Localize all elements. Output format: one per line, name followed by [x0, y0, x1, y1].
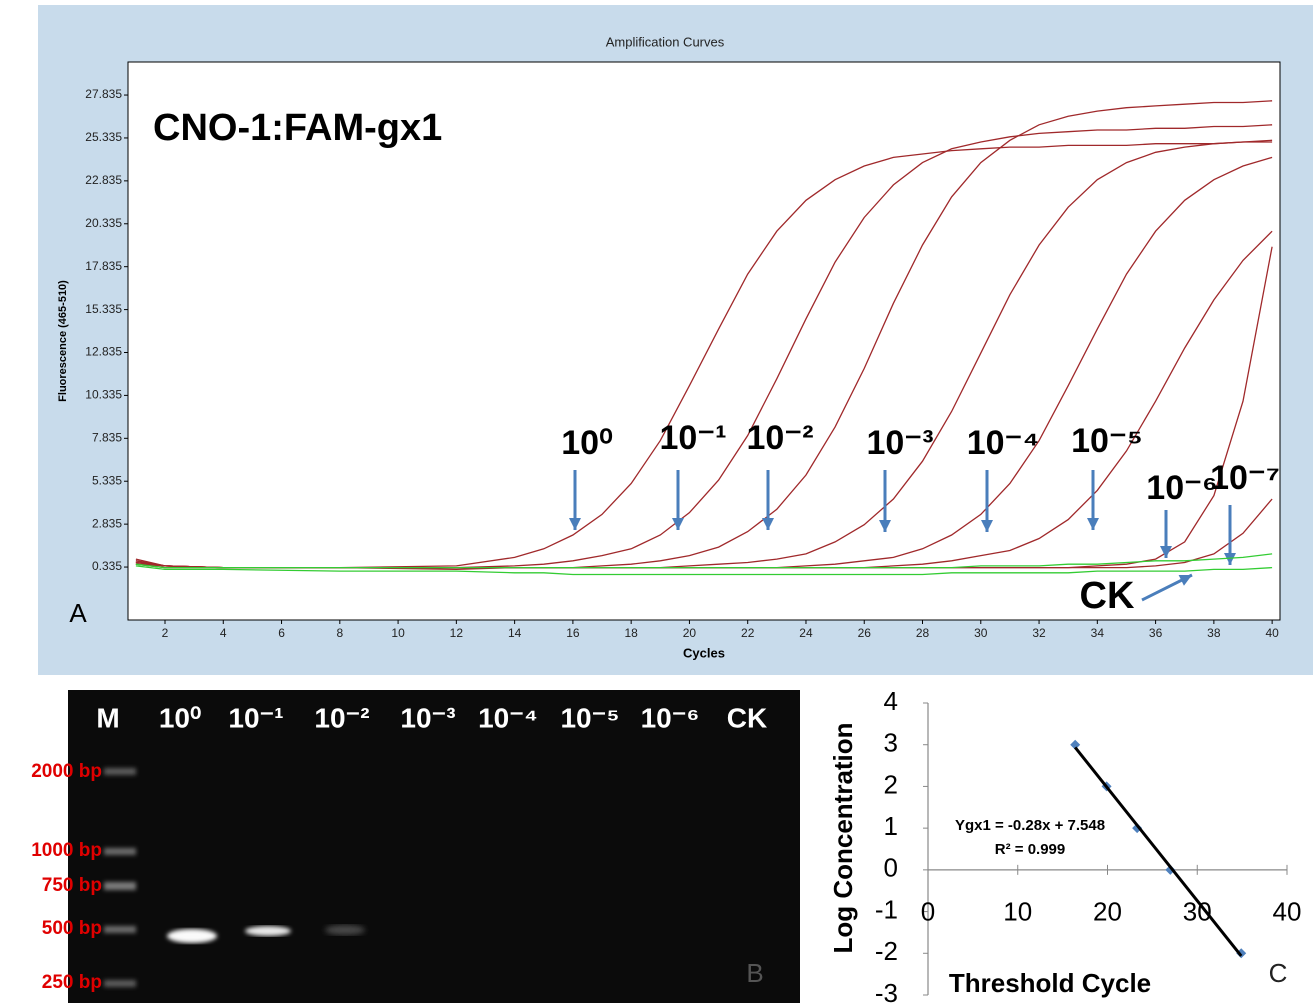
y-tick-label: 10.335 [85, 388, 122, 402]
y-tick-label: 3 [884, 728, 898, 758]
x-tick-label: 16 [566, 626, 580, 640]
y-tick-label: 7.835 [92, 430, 122, 444]
x-tick-label: 40 [1265, 626, 1279, 640]
series-label: 10⁰ [561, 424, 612, 462]
marker-label: 750 bp [42, 875, 102, 896]
lane-label: 10⁰ [159, 702, 201, 733]
series-label: CK [1080, 575, 1135, 617]
gel-band [325, 925, 365, 935]
y-tick-label: 20.335 [85, 216, 122, 230]
trendline-r-squared: R² = 0.999 [995, 841, 1065, 858]
y-tick-label: 2 [884, 769, 898, 799]
x-tick-label: 28 [916, 626, 930, 640]
y-tick-label: 17.835 [85, 259, 122, 273]
x-tick-label: 30 [974, 626, 988, 640]
ladder-band [104, 848, 136, 855]
x-tick-label: 2 [162, 626, 169, 640]
x-tick-label: 10 [391, 626, 405, 640]
x-tick-label: 36 [1149, 626, 1163, 640]
panel-label: C [1269, 958, 1288, 988]
x-tick-label: 34 [1091, 626, 1105, 640]
y-tick-label: 22.835 [85, 173, 122, 187]
x-tick-label: 38 [1207, 626, 1221, 640]
y-tick-label: 0 [884, 853, 898, 883]
marker-label: 2000 bp [31, 761, 102, 782]
lane-label: M [96, 702, 119, 733]
trendline-equation: Ygx1 = -0.28x + 7.548 [955, 817, 1105, 834]
panel-label: B [746, 958, 763, 988]
x-tick-label: 14 [508, 626, 522, 640]
x-tick-label: 20 [683, 626, 697, 640]
ladder-band [104, 926, 136, 933]
series-label: 10⁻¹ [659, 419, 726, 457]
y-axis-label: Log Concentration [828, 722, 858, 953]
lane-label: 10⁻³ [400, 702, 455, 733]
x-tick-label: 40 [1273, 897, 1302, 927]
series-label: 10⁻⁵ [1071, 422, 1143, 460]
y-tick-label: 5.335 [92, 473, 122, 487]
x-tick-label: 26 [858, 626, 872, 640]
x-tick-label: 8 [336, 626, 343, 640]
series-label: 10⁻³ [866, 424, 933, 462]
y-tick-label: 4 [884, 686, 898, 716]
lane-label: CK [727, 702, 767, 733]
y-tick-label: -2 [875, 936, 898, 966]
x-tick-label: 4 [220, 626, 227, 640]
gel-band [167, 929, 217, 943]
y-axis-label: Fluorescence (465-510) [57, 280, 69, 402]
x-tick-label: 32 [1032, 626, 1046, 640]
y-tick-label: 12.835 [85, 345, 122, 359]
y-tick-label: -1 [875, 894, 898, 924]
y-tick-label: 15.335 [85, 302, 122, 316]
lane-label: 10⁻¹ [228, 702, 283, 733]
y-tick-label: -3 [875, 978, 898, 1003]
ladder-band [104, 882, 136, 890]
chart-annotation: CNO-1:FAM-gx1 [153, 107, 442, 149]
chart-title: Amplification Curves [606, 34, 725, 49]
panel-label: A [69, 598, 87, 628]
x-tick-label: 0 [921, 897, 935, 927]
gel-band [245, 926, 291, 936]
x-axis-label: Cycles [683, 645, 725, 660]
y-tick-label: 1 [884, 811, 898, 841]
x-axis-label: Threshold Cycle [949, 968, 1151, 998]
x-tick-label: 12 [450, 626, 464, 640]
x-tick-label: 6 [278, 626, 285, 640]
x-tick-label: 18 [624, 626, 638, 640]
x-tick-label: 22 [741, 626, 755, 640]
y-tick-label: 27.835 [85, 87, 122, 101]
lane-label: 10⁻⁴ [478, 702, 538, 733]
ladder-band [104, 768, 136, 775]
ladder-band [104, 980, 136, 987]
series-label: 10⁻⁶ [1146, 469, 1217, 507]
y-tick-label: 0.335 [92, 559, 122, 573]
series-label: 10⁻⁷ [1210, 459, 1280, 497]
series-label: 10⁻² [746, 419, 813, 457]
x-tick-label: 10 [1003, 897, 1032, 927]
series-label: 10⁻⁴ [967, 424, 1040, 462]
marker-label: 250 bp [42, 972, 102, 993]
figure: Amplification Curves CNO-1:FAM-gx1 A Cyc… [0, 0, 1313, 1003]
marker-label: 1000 bp [31, 840, 102, 861]
lane-label: 10⁻² [314, 702, 369, 733]
gel-image [68, 690, 800, 1003]
y-tick-label: 25.335 [85, 130, 122, 144]
marker-label: 500 bp [42, 918, 102, 939]
lane-label: 10⁻⁶ [641, 702, 700, 733]
x-tick-label: 24 [799, 626, 813, 640]
x-tick-label: 20 [1093, 897, 1122, 927]
lane-label: 10⁻⁵ [560, 702, 619, 733]
y-tick-label: 2.835 [92, 516, 122, 530]
